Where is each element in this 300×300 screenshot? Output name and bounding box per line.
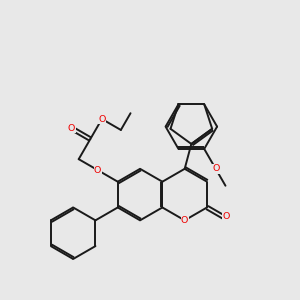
Text: O: O xyxy=(94,166,101,175)
Text: O: O xyxy=(181,216,188,225)
Text: O: O xyxy=(212,164,220,173)
Text: O: O xyxy=(98,115,106,124)
Text: O: O xyxy=(222,212,230,221)
Text: O: O xyxy=(68,124,75,133)
